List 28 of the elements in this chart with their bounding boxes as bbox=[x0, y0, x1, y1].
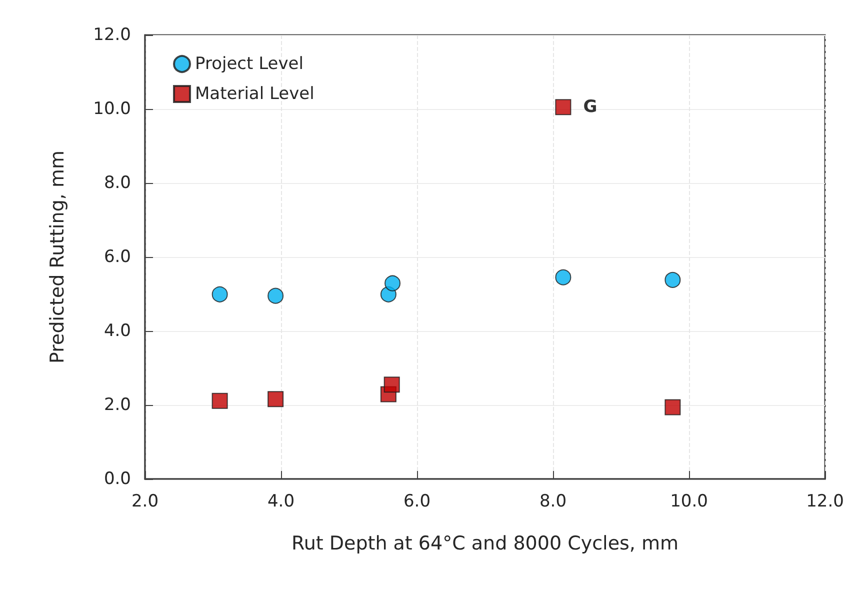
x-axis-title: Rut Depth at 64°C and 8000 Cycles, mm bbox=[291, 532, 679, 554]
point bbox=[268, 288, 284, 304]
legend-label: Project Level bbox=[195, 54, 304, 74]
point bbox=[268, 391, 284, 408]
legend-label: Material Level bbox=[195, 84, 314, 104]
x-tick-label: 10.0 bbox=[670, 492, 708, 512]
point bbox=[384, 275, 401, 292]
y-tick-label: 0.0 bbox=[104, 469, 131, 489]
point bbox=[664, 399, 681, 416]
y-tick-label: 8.0 bbox=[104, 173, 131, 193]
y-tick-label: 6.0 bbox=[104, 247, 131, 267]
y-tick-label: 2.0 bbox=[104, 395, 131, 415]
x-tick-label: 2.0 bbox=[131, 492, 159, 512]
x-tick-label: 12.0 bbox=[806, 492, 844, 512]
y-axis-title: Predicted Rutting, mm bbox=[46, 150, 68, 364]
x-tick-label: 6.0 bbox=[403, 492, 431, 512]
x-tick-label: 8.0 bbox=[539, 492, 567, 512]
point bbox=[212, 392, 228, 409]
y-tick-label: 10.0 bbox=[93, 99, 131, 119]
point bbox=[384, 376, 400, 393]
y-tick-label: 4.0 bbox=[104, 321, 131, 341]
y-tick-label: 12.0 bbox=[93, 25, 131, 45]
point bbox=[555, 269, 572, 286]
point bbox=[555, 99, 572, 116]
x-tick-label: 4.0 bbox=[267, 492, 295, 512]
annotation: G bbox=[583, 97, 598, 118]
point bbox=[212, 286, 228, 302]
point bbox=[664, 272, 681, 288]
